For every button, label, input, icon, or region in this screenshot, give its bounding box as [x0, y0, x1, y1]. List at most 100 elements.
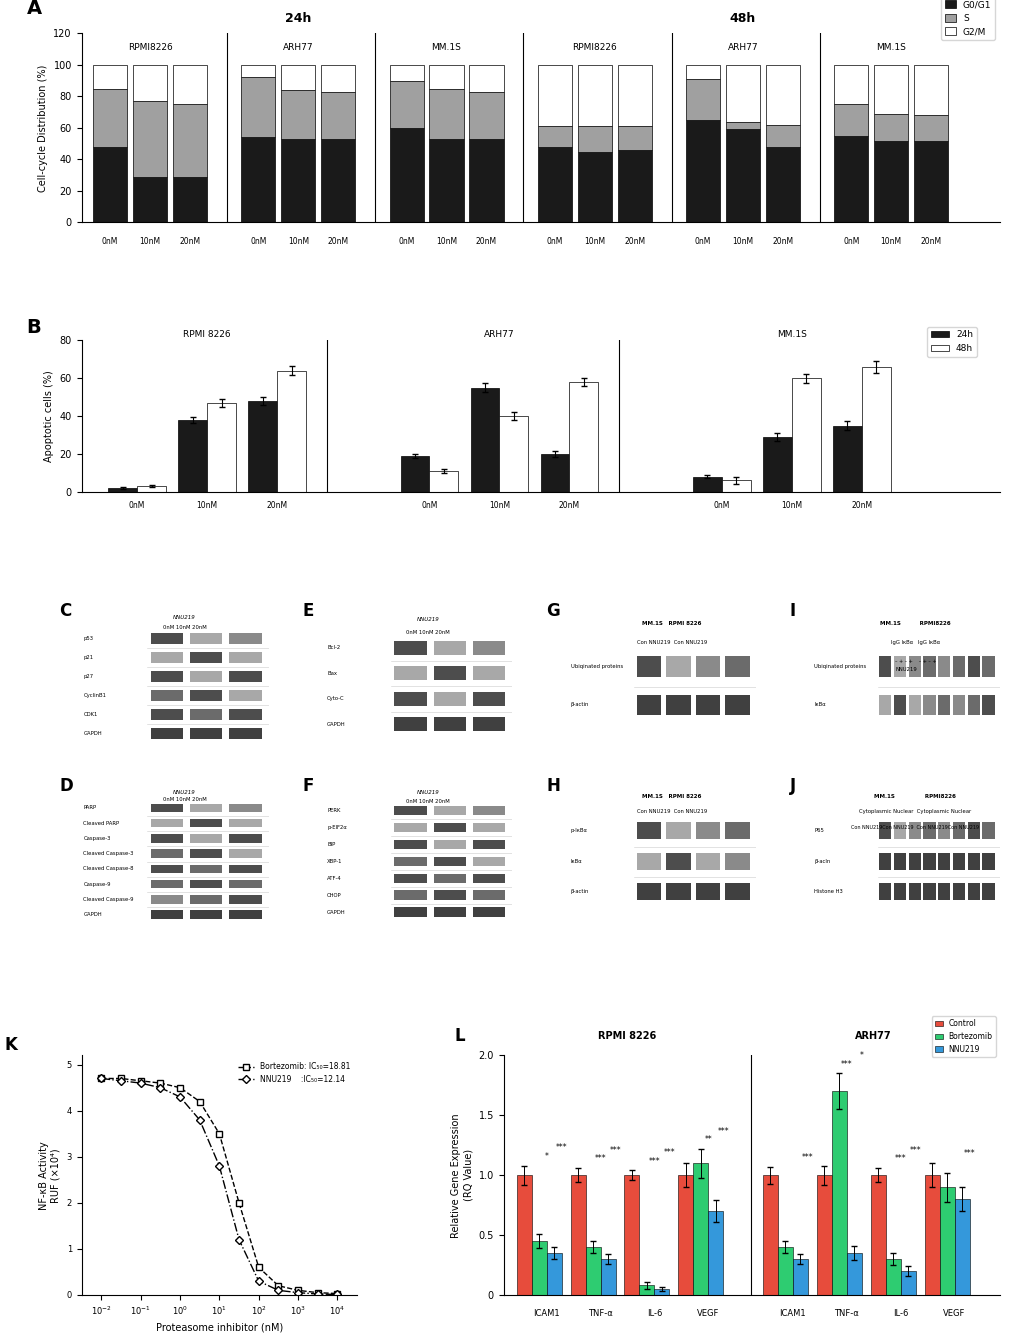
Bortezomib: IC₅₀=18.81: (-2, 4.7): IC₅₀=18.81: (-2, 4.7) — [95, 1071, 107, 1087]
Bar — [873, 140, 908, 223]
FancyBboxPatch shape — [937, 822, 950, 840]
FancyBboxPatch shape — [952, 822, 964, 840]
Text: GAPDH: GAPDH — [84, 912, 102, 917]
Bar — [281, 139, 315, 223]
Bortezomib: IC₅₀=18.81: (2, 0.6): IC₅₀=18.81: (2, 0.6) — [253, 1259, 265, 1275]
Bortezomib: IC₅₀=18.81: (0.5, 4.2): IC₅₀=18.81: (0.5, 4.2) — [194, 1093, 206, 1109]
FancyBboxPatch shape — [952, 657, 964, 677]
Bar — [913, 65, 948, 115]
Text: 24h: 24h — [284, 12, 311, 25]
FancyBboxPatch shape — [665, 694, 690, 716]
Text: 0nM 10nM 20nM: 0nM 10nM 20nM — [406, 630, 449, 635]
NNU219    :IC₅₀=12.14 — [253, 1274, 265, 1290]
FancyBboxPatch shape — [151, 849, 182, 858]
Bar — [765, 65, 799, 124]
Bar — [172, 65, 207, 104]
Text: Cytoplasmic Nuclear  Cytoplasmic Nuclear: Cytoplasmic Nuclear Cytoplasmic Nuclear — [858, 809, 970, 814]
Bar — [873, 65, 908, 113]
Text: CyclinB1: CyclinB1 — [84, 693, 106, 698]
Text: 20nM: 20nM — [920, 236, 941, 246]
Legend: G0/G1, S, G2/M: G0/G1, S, G2/M — [941, 0, 995, 40]
Y-axis label: Relative Gene Expression
(RQ Value): Relative Gene Expression (RQ Value) — [451, 1113, 473, 1238]
Text: 10nM: 10nM — [879, 236, 901, 246]
Bar — [132, 65, 167, 101]
Text: H: H — [546, 777, 559, 796]
FancyBboxPatch shape — [893, 657, 905, 677]
FancyBboxPatch shape — [665, 822, 690, 840]
FancyBboxPatch shape — [433, 692, 466, 706]
FancyBboxPatch shape — [394, 806, 426, 816]
Bar — [172, 176, 207, 223]
Bortezomib: IC₅₀=18.81: (2.5, 0.2): IC₅₀=18.81: (2.5, 0.2) — [272, 1278, 284, 1294]
NNU219    :IC₅₀=12.14 — [272, 1283, 284, 1299]
Text: B: B — [26, 318, 41, 336]
Text: 0nM: 0nM — [843, 236, 859, 246]
FancyBboxPatch shape — [636, 853, 660, 869]
Bar — [429, 88, 464, 139]
FancyBboxPatch shape — [893, 694, 905, 716]
FancyBboxPatch shape — [695, 657, 719, 677]
Text: ATF-4: ATF-4 — [327, 876, 341, 881]
Text: Cleaved Caspase-3: Cleaved Caspase-3 — [84, 852, 133, 856]
FancyBboxPatch shape — [967, 853, 979, 869]
Text: 0nM 10nM 20nM: 0nM 10nM 20nM — [163, 625, 206, 630]
Text: IL-6: IL-6 — [892, 1310, 908, 1319]
Bar — [692, 477, 721, 491]
Bar — [923, 1175, 938, 1295]
FancyBboxPatch shape — [893, 853, 905, 869]
Text: BIP: BIP — [327, 842, 335, 846]
Bar — [517, 1175, 531, 1295]
Bar — [389, 80, 423, 128]
FancyBboxPatch shape — [394, 717, 426, 732]
Text: 48h: 48h — [730, 12, 755, 25]
FancyBboxPatch shape — [937, 884, 950, 900]
FancyBboxPatch shape — [151, 709, 182, 720]
X-axis label: Proteasome inhibitor (nM): Proteasome inhibitor (nM) — [156, 1323, 282, 1332]
FancyBboxPatch shape — [725, 694, 749, 716]
Text: J: J — [789, 777, 795, 796]
FancyBboxPatch shape — [908, 822, 920, 840]
Bar — [499, 417, 528, 491]
Bortezomib: IC₅₀=18.81: (4, 0.03): IC₅₀=18.81: (4, 0.03) — [331, 1286, 343, 1302]
Text: K: K — [4, 1036, 17, 1055]
FancyBboxPatch shape — [981, 822, 994, 840]
Text: – + – +    – + – +: – + – + – + – + — [894, 659, 935, 665]
Text: 20nM: 20nM — [266, 501, 287, 510]
Text: 0nM: 0nM — [128, 501, 146, 510]
FancyBboxPatch shape — [394, 857, 426, 866]
FancyBboxPatch shape — [908, 853, 920, 869]
Bar — [833, 426, 861, 491]
FancyBboxPatch shape — [725, 657, 749, 677]
FancyBboxPatch shape — [937, 853, 950, 869]
Text: Bcl-2: Bcl-2 — [327, 645, 340, 650]
Bar — [242, 65, 275, 77]
Bar — [132, 101, 167, 176]
FancyBboxPatch shape — [967, 694, 979, 716]
Bortezomib: IC₅₀=18.81: (1.5, 2): IC₅₀=18.81: (1.5, 2) — [232, 1195, 245, 1211]
Bar — [172, 104, 207, 176]
Bar — [686, 65, 719, 79]
FancyBboxPatch shape — [229, 690, 262, 701]
Text: 0nM: 0nM — [713, 501, 730, 510]
Text: NNU219: NNU219 — [173, 789, 196, 794]
Text: 20nM: 20nM — [476, 236, 496, 246]
Bar — [954, 1199, 969, 1295]
Text: ***: *** — [648, 1156, 659, 1165]
FancyBboxPatch shape — [908, 657, 920, 677]
FancyBboxPatch shape — [433, 641, 466, 654]
Bar — [816, 1175, 830, 1295]
Text: RPMI 8226: RPMI 8226 — [183, 330, 230, 339]
FancyBboxPatch shape — [473, 822, 504, 832]
Bar — [178, 421, 207, 491]
FancyBboxPatch shape — [473, 666, 504, 681]
FancyBboxPatch shape — [394, 641, 426, 654]
FancyBboxPatch shape — [229, 849, 262, 858]
Text: p27: p27 — [84, 674, 94, 680]
Text: Caspase-3: Caspase-3 — [84, 836, 111, 841]
Text: IκBα: IκBα — [570, 858, 582, 864]
Bar — [870, 1175, 884, 1295]
NNU219    :IC₅₀=12.14 — [95, 1071, 107, 1087]
FancyBboxPatch shape — [433, 873, 466, 882]
Bar — [531, 1242, 546, 1295]
FancyBboxPatch shape — [229, 880, 262, 888]
